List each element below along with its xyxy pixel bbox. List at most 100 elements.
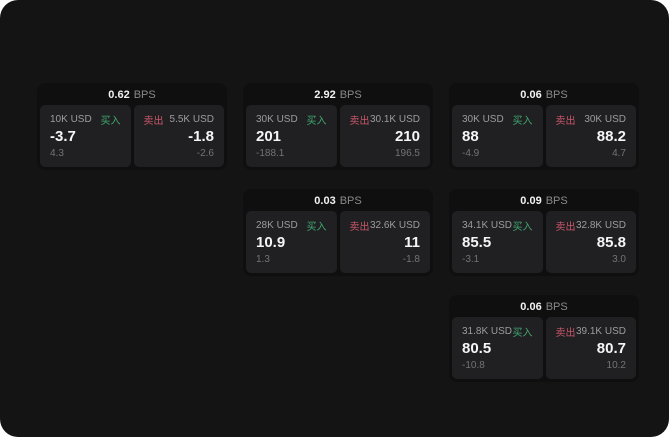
buy-price: -3.7 <box>50 128 76 146</box>
buy-quote-panel[interactable]: 28K USD 买入 10.9 1.3 <box>246 211 337 273</box>
sell-panel-top: 卖出 30.1K USD <box>350 112 421 127</box>
card-body: 10K USD 买入 -3.7 4.3 卖出 5.5K USD -1.8 -2.… <box>40 105 224 167</box>
sell-size: 32.8K USD <box>575 220 626 231</box>
sell-panel-top: 卖出 30K USD <box>556 112 627 127</box>
buy-delta: -3.1 <box>462 254 480 265</box>
buy-panel-top: 30K USD 买入 <box>462 112 533 127</box>
buy-panel-top: 34.1K USD 买入 <box>462 218 533 233</box>
quote-card: 0.03 BPS 28K USD 买入 10.9 1.3 卖出 32.6K US… <box>243 189 433 276</box>
card-body: 28K USD 买入 10.9 1.3 卖出 32.6K USD 11 -1.8 <box>246 211 430 273</box>
bps-spread-value: 2.92 <box>314 89 336 101</box>
card-header: 0.03 BPS <box>246 192 430 211</box>
buy-quote-panel[interactable]: 31.8K USD 买入 80.5 -10.8 <box>452 317 543 379</box>
sell-price: 88.2 <box>596 128 626 146</box>
buy-delta: 1.3 <box>256 254 270 265</box>
quote-card: 0.62 BPS 10K USD 买入 -3.7 4.3 卖出 5.5K USD… <box>37 83 227 170</box>
sell-delta: 3.0 <box>612 254 626 265</box>
bps-unit-label: BPS <box>133 89 156 101</box>
sell-side-label: 卖出 <box>349 116 370 127</box>
sell-price: -1.8 <box>188 128 214 146</box>
bps-spread-value: 0.06 <box>520 301 542 313</box>
buy-size: 10K USD <box>50 114 92 125</box>
sell-price: 210 <box>394 128 420 146</box>
buy-quote-panel[interactable]: 30K USD 买入 88 -4.9 <box>452 105 543 167</box>
buy-size: 30K USD <box>462 114 504 125</box>
sell-price: 11 <box>404 234 420 252</box>
sell-side-label: 卖出 <box>555 222 576 233</box>
buy-panel-top: 30K USD 买入 <box>256 112 327 127</box>
card-header: 0.09 BPS <box>452 192 636 211</box>
sell-quote-panel[interactable]: 卖出 30K USD 88.2 4.7 <box>545 105 636 167</box>
sell-size: 30.1K USD <box>369 114 420 125</box>
buy-size: 31.8K USD <box>462 326 513 337</box>
buy-size: 34.1K USD <box>462 220 513 231</box>
buy-delta: -10.8 <box>462 360 485 371</box>
card-header: 2.92 BPS <box>246 86 430 105</box>
sell-quote-panel[interactable]: 卖出 32.8K USD 85.8 3.0 <box>545 211 636 273</box>
sell-side-label: 卖出 <box>143 116 164 127</box>
buy-panel-top: 31.8K USD 买入 <box>462 324 533 339</box>
sell-quote-panel[interactable]: 卖出 39.1K USD 80.7 10.2 <box>545 317 636 379</box>
card-body: 31.8K USD 买入 80.5 -10.8 卖出 39.1K USD 80.… <box>452 317 636 379</box>
bps-unit-label: BPS <box>545 195 568 207</box>
sell-size: 32.6K USD <box>369 220 420 231</box>
bps-unit-label: BPS <box>339 89 362 101</box>
sell-panel-top: 卖出 39.1K USD <box>556 324 627 339</box>
buy-price: 201 <box>256 128 282 146</box>
buy-size: 30K USD <box>256 114 298 125</box>
sell-delta: 4.7 <box>612 148 626 159</box>
buy-quote-panel[interactable]: 34.1K USD 买入 85.5 -3.1 <box>452 211 543 273</box>
quote-card: 0.09 BPS 34.1K USD 买入 85.5 -3.1 卖出 32.8K… <box>449 189 639 276</box>
quote-card-grid: 0.62 BPS 10K USD 买入 -3.7 4.3 卖出 5.5K USD… <box>37 83 639 382</box>
buy-delta: -4.9 <box>462 148 480 159</box>
quote-card: 0.06 BPS 30K USD 买入 88 -4.9 卖出 30K USD 8… <box>449 83 639 170</box>
sell-delta: -1.8 <box>402 254 420 265</box>
buy-price: 10.9 <box>256 234 286 252</box>
sell-quote-panel[interactable]: 卖出 30.1K USD 210 196.5 <box>339 105 430 167</box>
buy-panel-top: 28K USD 买入 <box>256 218 327 233</box>
sell-quote-panel[interactable]: 卖出 32.6K USD 11 -1.8 <box>339 211 430 273</box>
sell-panel-top: 卖出 5.5K USD <box>144 112 215 127</box>
buy-price: 80.5 <box>462 340 492 358</box>
buy-quote-panel[interactable]: 30K USD 买入 201 -188.1 <box>246 105 337 167</box>
quote-card: 2.92 BPS 30K USD 买入 201 -188.1 卖出 30.1K … <box>243 83 433 170</box>
sell-size: 30K USD <box>584 114 626 125</box>
buy-delta: -188.1 <box>256 148 285 159</box>
sell-panel-top: 卖出 32.8K USD <box>556 218 627 233</box>
buy-side-label: 买入 <box>512 328 533 339</box>
sell-delta: 10.2 <box>606 360 626 371</box>
sell-delta: 196.5 <box>394 148 420 159</box>
buy-price: 85.5 <box>462 234 492 252</box>
buy-size: 28K USD <box>256 220 298 231</box>
sell-price: 80.7 <box>596 340 626 358</box>
bps-spread-value: 0.62 <box>108 89 130 101</box>
card-header: 0.06 BPS <box>452 298 636 317</box>
bps-unit-label: BPS <box>339 195 362 207</box>
sell-side-label: 卖出 <box>555 116 576 127</box>
buy-side-label: 买入 <box>100 116 121 127</box>
sell-delta: -2.6 <box>196 148 214 159</box>
bps-spread-value: 0.09 <box>520 195 542 207</box>
sell-size: 39.1K USD <box>575 326 626 337</box>
sell-side-label: 卖出 <box>349 222 370 233</box>
card-header: 0.62 BPS <box>40 86 224 105</box>
card-body: 30K USD 买入 88 -4.9 卖出 30K USD 88.2 4.7 <box>452 105 636 167</box>
sell-price: 85.8 <box>596 234 626 252</box>
sell-panel-top: 卖出 32.6K USD <box>350 218 421 233</box>
bps-unit-label: BPS <box>545 301 568 313</box>
card-header: 0.06 BPS <box>452 86 636 105</box>
quote-card: 0.06 BPS 31.8K USD 买入 80.5 -10.8 卖出 39.1… <box>449 295 639 382</box>
buy-side-label: 买入 <box>512 116 533 127</box>
buy-delta: 4.3 <box>50 148 64 159</box>
buy-quote-panel[interactable]: 10K USD 买入 -3.7 4.3 <box>40 105 131 167</box>
sell-quote-panel[interactable]: 卖出 5.5K USD -1.8 -2.6 <box>133 105 224 167</box>
buy-panel-top: 10K USD 买入 <box>50 112 121 127</box>
bps-spread-value: 0.03 <box>314 195 336 207</box>
buy-price: 88 <box>462 128 479 146</box>
sell-side-label: 卖出 <box>555 328 576 339</box>
buy-side-label: 买入 <box>306 116 327 127</box>
card-body: 34.1K USD 买入 85.5 -3.1 卖出 32.8K USD 85.8… <box>452 211 636 273</box>
buy-side-label: 买入 <box>512 222 533 233</box>
bps-spread-value: 0.06 <box>520 89 542 101</box>
